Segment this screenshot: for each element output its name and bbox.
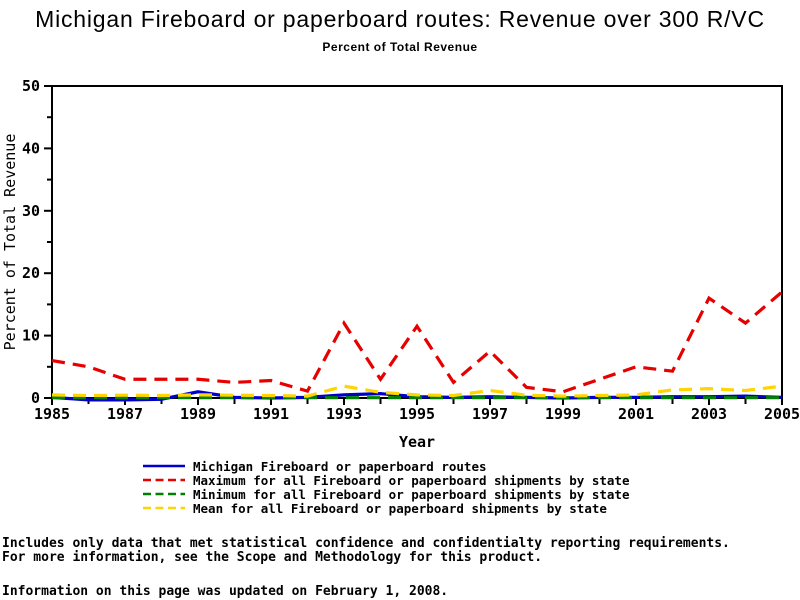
legend-line-sample [143,478,185,482]
legend-item-label: Michigan Fireboard or paperboard routes [193,458,487,474]
x-tick-label: 2003 [691,405,727,423]
y-tick-label: 50 [22,77,40,95]
legend-item: Minimum for all Fireboard or paperboard … [143,486,630,502]
x-tick-label: 1991 [253,405,289,423]
footnote-updated: Information on this page was updated on … [2,584,449,599]
x-axis-title: Year [399,433,435,451]
footnote-line-2: For more information, see the Scope and … [2,550,543,565]
series-line-maximum [51,290,784,394]
chart-title: Michigan Fireboard or paperboard routes:… [35,6,765,32]
legend: Michigan Fireboard or paperboard routes M… [143,458,630,516]
legend-item: Mean for all Fireboard or paperboard shi… [143,500,630,516]
x-tick-label: 1985 [34,405,70,423]
x-tick-label: 1987 [107,405,143,423]
plot-frame [51,85,783,399]
y-tick-label: 0 [31,389,40,407]
legend-line-sample [143,506,185,510]
x-tick-label: 2005 [764,405,800,423]
plot-area: 0 10 20 30 40 50 1985 1987 1989 1991 1993 1995 1997 1… [1,77,800,451]
footnote-line-1: Includes only data that met statistical … [2,536,730,551]
legend-item-label: Maximum for all Fireboard or paperboard … [193,472,630,488]
x-tick-label: 1995 [399,405,435,423]
y-tick-label: 20 [22,264,40,282]
legend-item-label: Minimum for all Fireboard or paperboard … [193,486,630,502]
legend-line-sample [143,464,185,468]
x-tick-label: 1989 [180,405,216,423]
x-tick-label: 2001 [618,405,654,423]
legend-item-label: Mean for all Fireboard or paperboard shi… [193,500,607,516]
series-line-mean [51,384,783,398]
legend-item: Maximum for all Fireboard or paperboard … [143,472,630,488]
chart-subtitle: Percent of Total Revenue [322,40,478,54]
y-tick-label: 30 [22,202,40,220]
y-tick-label: 40 [22,139,40,157]
y-axis-title: Percent of Total Revenue [1,134,19,351]
legend-line-sample [143,492,185,496]
y-tick-label: 10 [22,327,40,345]
x-tick-label: 1999 [545,405,581,423]
x-tick-label: 1997 [472,405,508,423]
x-tick-label: 1993 [326,405,362,423]
legend-item: Michigan Fireboard or paperboard routes [143,458,630,474]
